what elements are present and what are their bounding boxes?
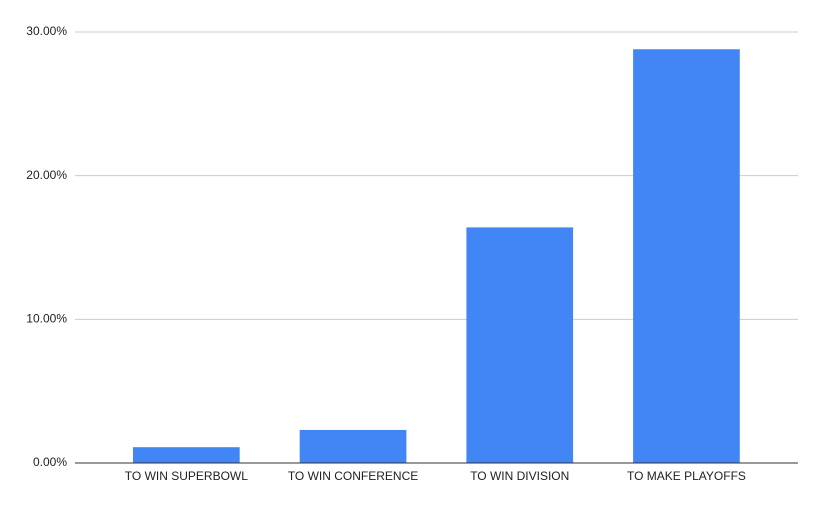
y-tick-label: 20.00% xyxy=(26,168,67,182)
bar xyxy=(133,447,240,463)
y-tick-label: 0.00% xyxy=(33,455,67,469)
x-tick-label: TO MAKE PLAYOFFS xyxy=(627,469,746,483)
bar xyxy=(466,227,574,463)
x-tick-label: TO WIN CONFERENCE xyxy=(288,469,418,483)
y-tick-label: 10.00% xyxy=(26,312,67,326)
bar xyxy=(299,429,407,463)
x-tick-label: TO WIN DIVISION xyxy=(470,469,569,483)
bar xyxy=(633,49,740,464)
x-tick-label: TO WIN SUPERBOWL xyxy=(125,469,248,483)
y-tick-label: 30.00% xyxy=(26,24,67,38)
